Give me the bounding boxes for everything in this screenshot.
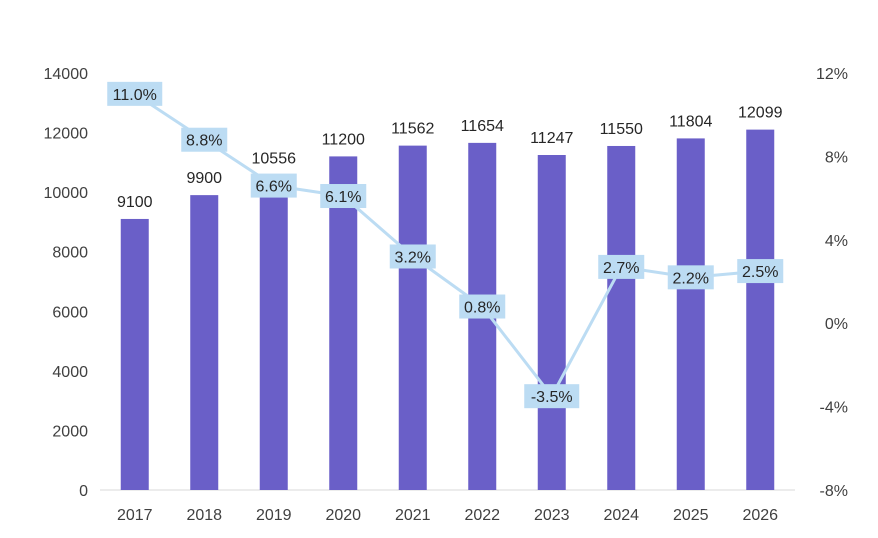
bar-value-label: 9100 xyxy=(117,194,153,211)
bar xyxy=(537,155,566,491)
y-right-tick-label: -4% xyxy=(820,400,848,417)
rate-data-label: 2.5% xyxy=(737,259,784,284)
rate-label-text: 6.1% xyxy=(325,189,361,206)
rate-label-text: 6.6% xyxy=(256,179,292,196)
rate-data-label: 3.2% xyxy=(389,244,436,269)
bar-value-label: 11247 xyxy=(530,130,573,147)
y-right-tick-label: 12% xyxy=(816,66,848,83)
bar-value-label: 11804 xyxy=(669,113,712,130)
y-right-tick-label: 4% xyxy=(825,233,848,250)
rate-data-label: 6.1% xyxy=(320,184,367,209)
bar xyxy=(607,145,636,490)
x-tick-label: 2021 xyxy=(395,507,431,524)
bar xyxy=(329,156,358,490)
bar-value-label: 11550 xyxy=(600,121,643,138)
bar xyxy=(746,129,775,490)
bar-value-label: 10556 xyxy=(252,151,297,168)
x-tick-label: 2023 xyxy=(534,507,570,524)
rate-label-text: 3.2% xyxy=(395,249,431,266)
bar-value-label: 11562 xyxy=(391,121,434,138)
bar xyxy=(190,195,219,490)
rate-label-box xyxy=(598,254,645,279)
bar xyxy=(398,145,427,491)
y-left-tick-label: 12000 xyxy=(44,126,89,143)
bar xyxy=(676,138,705,490)
rate-data-label: -3.5% xyxy=(524,384,580,409)
x-tick-label: 2024 xyxy=(603,507,639,524)
rate-series xyxy=(133,92,761,398)
rate-data-label: 0.8% xyxy=(459,294,506,319)
rate-label-text: 2.5% xyxy=(742,264,778,281)
bar xyxy=(259,175,288,490)
rate-data-label: 8.8% xyxy=(181,127,228,152)
rate-data-label: 6.6% xyxy=(250,173,297,198)
y-left-tick-label: 14000 xyxy=(44,66,89,83)
bar-value-label: 12099 xyxy=(738,105,783,122)
rate-label-box xyxy=(181,127,228,152)
x-tick-label: 2026 xyxy=(742,507,778,524)
rate-data-label: 11.0% xyxy=(107,81,163,106)
rate-label-text: 2.2% xyxy=(673,270,709,287)
rate-label-box xyxy=(524,384,580,409)
y-right-tick-label: 8% xyxy=(825,149,848,166)
rate-data-label: 2.7% xyxy=(598,254,645,279)
rate-label-box xyxy=(737,259,784,284)
y-left-tick-label: 0 xyxy=(79,483,88,500)
y-left-tick-label: 2000 xyxy=(52,423,88,440)
rate-label-box xyxy=(667,265,714,290)
x-tick-label: 2025 xyxy=(673,507,709,524)
y-left-tick-label: 10000 xyxy=(44,185,89,202)
x-tick-label: 2022 xyxy=(464,507,500,524)
x-tick-label: 2018 xyxy=(186,507,222,524)
rate-label-box xyxy=(250,173,297,198)
rate-label-text: 0.8% xyxy=(464,300,500,317)
rate-data-label: 2.2% xyxy=(667,265,714,290)
rate-label-box xyxy=(389,244,436,269)
rate-label-text: 2.7% xyxy=(603,260,639,277)
bar-value-label: 11654 xyxy=(461,118,504,135)
rate-label-box xyxy=(320,184,367,209)
bar-labels: 9100 9900 10556 11200 11562 11654 11247 11550 11… xyxy=(117,105,783,211)
x-tick-label: 2020 xyxy=(325,507,361,524)
x-tick-label: 2017 xyxy=(117,507,153,524)
y-left-tick-label: 6000 xyxy=(52,304,88,321)
rate-label-box xyxy=(107,81,163,106)
rate-labels: 11.0% 8.8% 6.6% 6.1% 3.2% 0.8% -3.5% 2.7% 2.2% 2.… xyxy=(107,81,784,409)
y-left-tick-label: 4000 xyxy=(52,364,88,381)
y-right-tick-label: 0% xyxy=(825,316,848,333)
y-left-tick-label: 8000 xyxy=(52,245,88,262)
bar xyxy=(120,218,149,490)
rate-label-text: -3.5% xyxy=(531,389,573,406)
rate-label-text: 8.8% xyxy=(186,133,222,150)
y-right-tick-label: -8% xyxy=(820,483,848,500)
bar-value-label: 11200 xyxy=(322,131,365,148)
rate-line xyxy=(133,92,761,398)
rate-label-box xyxy=(459,294,506,319)
bar-value-label: 9900 xyxy=(186,170,222,187)
axes: 0 2000 4000 6000 8000 10000 12000 14000 -8% -4% 0%… xyxy=(44,66,849,524)
x-tick-label: 2019 xyxy=(256,507,292,524)
rate-label-text: 11.0% xyxy=(113,87,157,104)
